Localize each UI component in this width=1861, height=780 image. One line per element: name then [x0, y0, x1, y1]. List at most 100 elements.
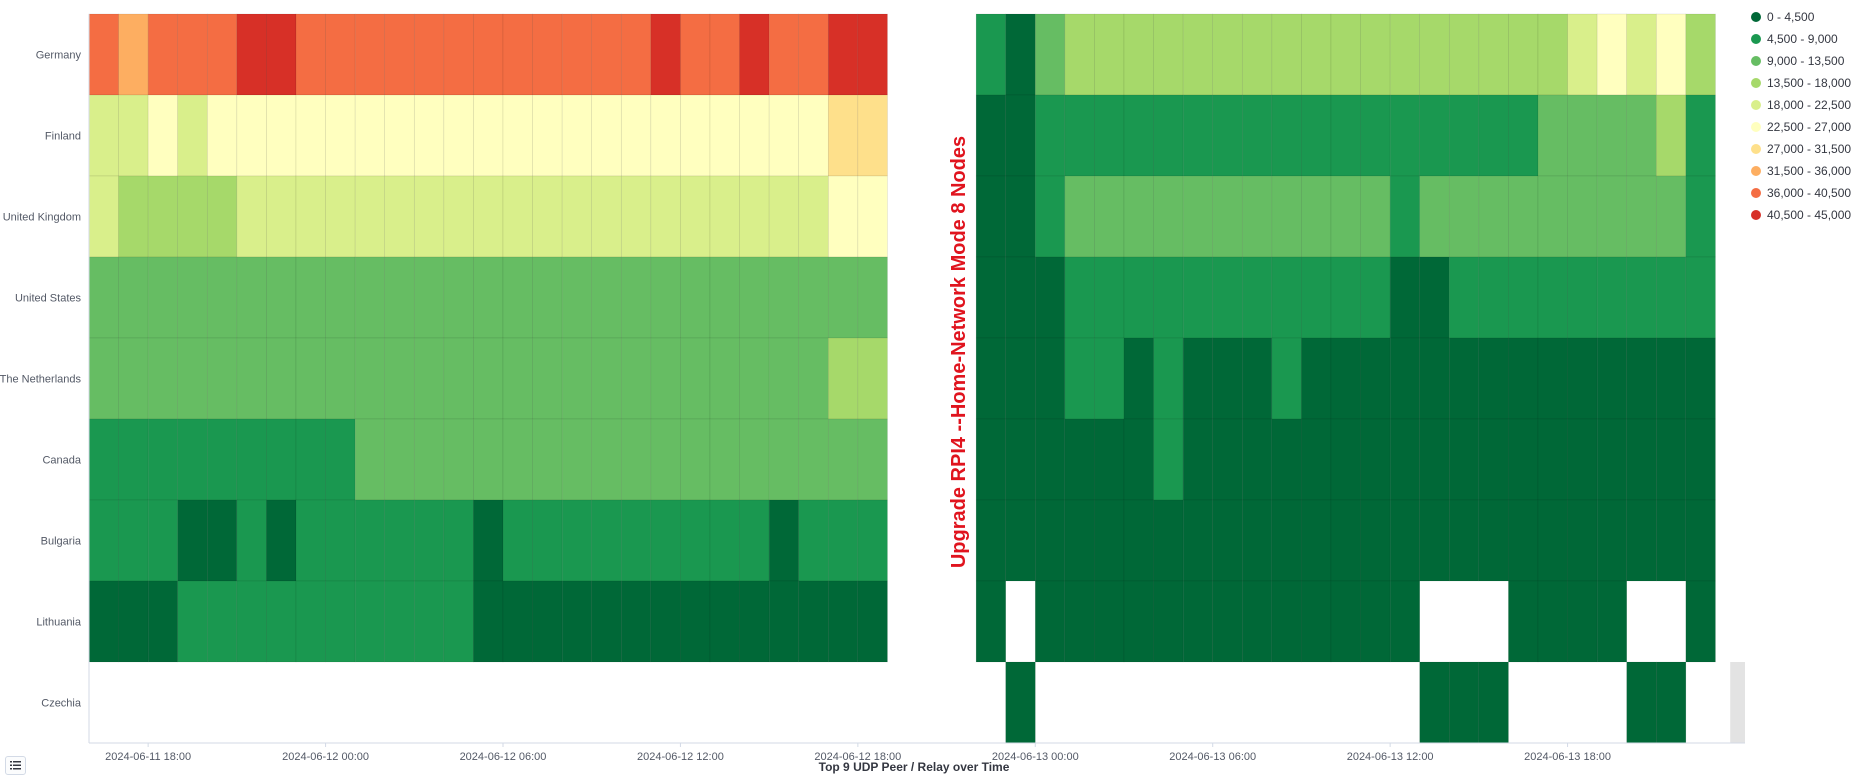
heatmap-cell[interactable]: [739, 580, 770, 663]
heatmap-cell[interactable]: [295, 418, 326, 501]
heatmap-cell[interactable]: [1655, 418, 1687, 501]
heatmap-cell[interactable]: [354, 418, 386, 501]
heatmap-cell[interactable]: [206, 175, 238, 258]
heatmap-cell[interactable]: [1153, 13, 1184, 96]
heatmap-cell[interactable]: [1389, 580, 1421, 663]
heatmap-cell[interactable]: [118, 175, 149, 258]
heatmap-cell[interactable]: [1389, 256, 1421, 339]
heatmap-cell[interactable]: [709, 175, 740, 258]
heatmap-cell[interactable]: [680, 337, 711, 420]
heatmap-cell[interactable]: [88, 580, 119, 663]
heatmap-cell[interactable]: [1389, 418, 1421, 501]
heatmap-cell[interactable]: [768, 418, 800, 501]
heatmap-cell[interactable]: [1360, 13, 1391, 96]
heatmap-cell[interactable]: [620, 337, 652, 420]
heatmap-cell[interactable]: [354, 13, 386, 96]
heatmap-cell[interactable]: [1419, 256, 1450, 339]
heatmap-cell[interactable]: [354, 337, 386, 420]
heatmap-cell[interactable]: [325, 175, 356, 258]
heatmap-cell[interactable]: [975, 499, 1007, 582]
heatmap-cell[interactable]: [827, 94, 859, 177]
heatmap-cell[interactable]: [88, 94, 119, 177]
heatmap-cell[interactable]: [857, 94, 888, 177]
heatmap-cell[interactable]: [739, 175, 770, 258]
heatmap-cell[interactable]: [1005, 256, 1036, 339]
heatmap-cell[interactable]: [857, 580, 888, 663]
heatmap-cell[interactable]: [1567, 94, 1598, 177]
heatmap-cell[interactable]: [591, 256, 622, 339]
heatmap-cell[interactable]: [798, 580, 829, 663]
heatmap-cell[interactable]: [502, 175, 533, 258]
heatmap-cell[interactable]: [88, 175, 119, 258]
heatmap-cell[interactable]: [1655, 175, 1687, 258]
heatmap-cell[interactable]: [1241, 418, 1273, 501]
heatmap-cell[interactable]: [413, 256, 445, 339]
heatmap-cell[interactable]: [1301, 499, 1332, 582]
heatmap-cell[interactable]: [1685, 580, 1716, 663]
heatmap-cell[interactable]: [975, 13, 1007, 96]
heatmap-cell[interactable]: [266, 580, 297, 663]
heatmap-cell[interactable]: [768, 337, 800, 420]
heatmap-cell[interactable]: [532, 418, 563, 501]
heatmap-cell[interactable]: [325, 499, 356, 582]
heatmap-cell[interactable]: [739, 13, 770, 96]
heatmap-cell[interactable]: [1182, 337, 1214, 420]
heatmap-cell[interactable]: [88, 499, 119, 582]
heatmap-cell[interactable]: [1301, 337, 1332, 420]
heatmap-cell[interactable]: [1241, 580, 1273, 663]
heatmap-cell[interactable]: [1478, 256, 1509, 339]
heatmap-cell[interactable]: [443, 94, 474, 177]
heatmap-cell[interactable]: [620, 94, 652, 177]
heatmap-cell[interactable]: [1123, 94, 1154, 177]
heatmap-cell[interactable]: [1182, 418, 1214, 501]
heatmap-cell[interactable]: [1212, 256, 1243, 339]
heatmap-cell[interactable]: [857, 499, 888, 582]
heatmap-cell[interactable]: [798, 256, 829, 339]
heatmap-cell[interactable]: [857, 175, 888, 258]
heatmap-cell[interactable]: [1478, 175, 1509, 258]
heatmap-cell[interactable]: [1419, 499, 1450, 582]
heatmap-cell[interactable]: [1241, 337, 1273, 420]
legend-toggle-button[interactable]: [5, 756, 26, 775]
heatmap-cell[interactable]: [1478, 337, 1509, 420]
heatmap-cell[interactable]: [1064, 580, 1095, 663]
heatmap-cell[interactable]: [473, 418, 504, 501]
heatmap-cell[interactable]: [798, 175, 829, 258]
heatmap-cell[interactable]: [709, 256, 740, 339]
heatmap-cell[interactable]: [1123, 256, 1154, 339]
heatmap-cell[interactable]: [1685, 175, 1716, 258]
heatmap-cell[interactable]: [384, 13, 415, 96]
heatmap-cell[interactable]: [1567, 337, 1598, 420]
heatmap-cell[interactable]: [1301, 256, 1332, 339]
heatmap-cell[interactable]: [739, 256, 770, 339]
heatmap-cell[interactable]: [1508, 418, 1539, 501]
heatmap-cell[interactable]: [1034, 580, 1066, 663]
heatmap-cell[interactable]: [1064, 256, 1095, 339]
heatmap-cell[interactable]: [502, 418, 533, 501]
heatmap-cell[interactable]: [1419, 175, 1450, 258]
heatmap-cell[interactable]: [1419, 337, 1450, 420]
heatmap-cell[interactable]: [1182, 499, 1214, 582]
heatmap-cell[interactable]: [650, 94, 681, 177]
heatmap-cell[interactable]: [473, 94, 504, 177]
heatmap-cell[interactable]: [1685, 94, 1716, 177]
heatmap-cell[interactable]: [1508, 13, 1539, 96]
heatmap-cell[interactable]: [177, 337, 208, 420]
heatmap-cell[interactable]: [739, 499, 770, 582]
heatmap-cell[interactable]: [295, 175, 326, 258]
heatmap-cell[interactable]: [1271, 256, 1302, 339]
heatmap-cell[interactable]: [709, 499, 740, 582]
heatmap-cell[interactable]: [206, 94, 238, 177]
heatmap-cell[interactable]: [354, 499, 386, 582]
heatmap-cell[interactable]: [1596, 175, 1628, 258]
heatmap-cell[interactable]: [177, 418, 208, 501]
heatmap-cell[interactable]: [768, 580, 800, 663]
heatmap-cell[interactable]: [1419, 661, 1450, 744]
heatmap-cell[interactable]: [1508, 94, 1539, 177]
heatmap-cell[interactable]: [266, 418, 297, 501]
heatmap-cell[interactable]: [1626, 337, 1657, 420]
heatmap-cell[interactable]: [1241, 175, 1273, 258]
heatmap-cell[interactable]: [147, 418, 179, 501]
heatmap-cell[interactable]: [1301, 175, 1332, 258]
heatmap-cell[interactable]: [1685, 256, 1716, 339]
